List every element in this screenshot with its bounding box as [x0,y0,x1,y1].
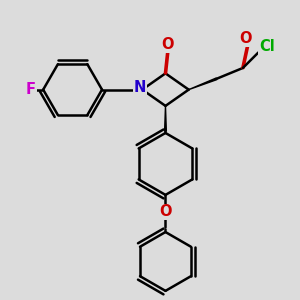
Polygon shape [189,78,217,90]
Text: O: O [159,204,172,219]
Text: Cl: Cl [259,39,275,54]
Text: N: N [134,80,146,94]
Polygon shape [165,106,166,131]
Text: F: F [26,82,36,97]
Text: O: O [239,31,251,46]
Text: O: O [162,37,174,52]
